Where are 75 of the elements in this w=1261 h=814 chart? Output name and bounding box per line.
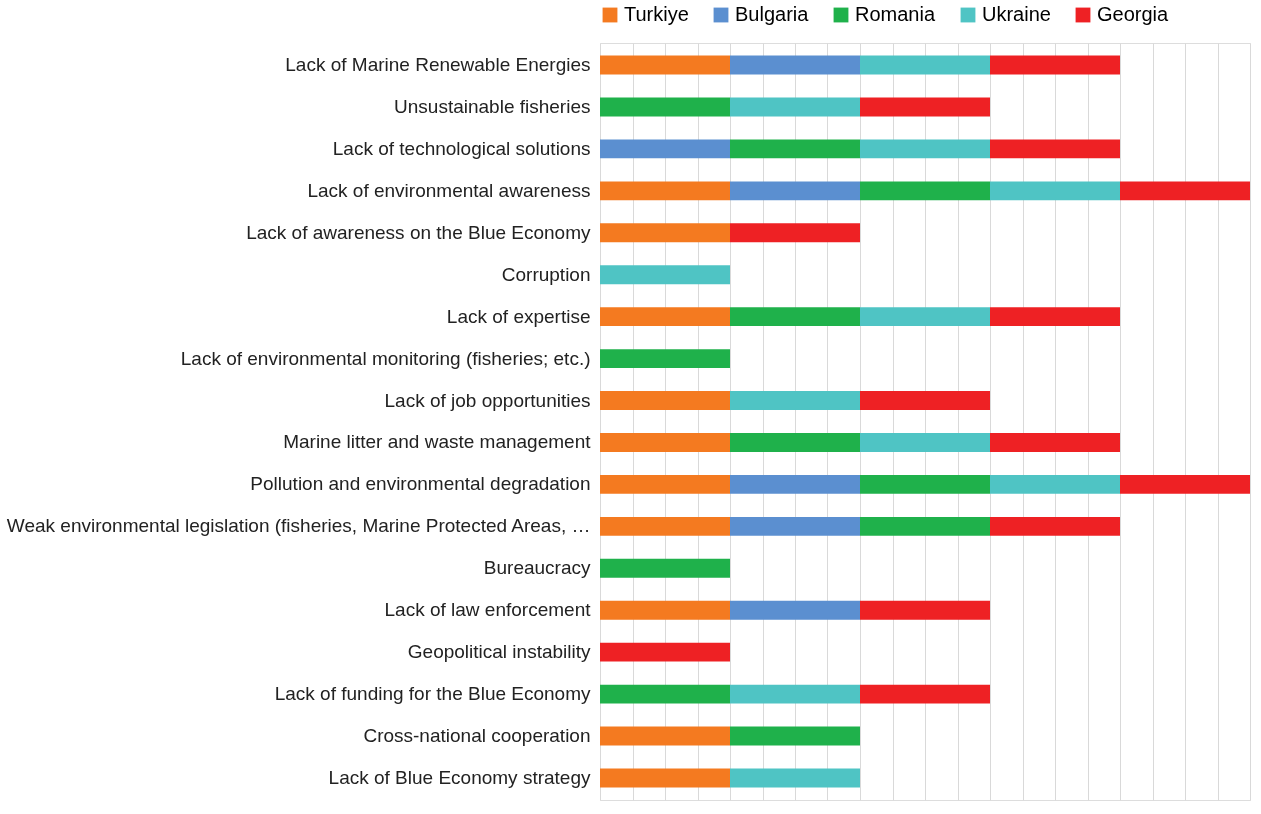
bar [730,391,860,410]
bar [990,139,1120,159]
legend-label: Ukraine [982,3,1051,25]
legend-label: Romania [855,3,936,25]
bar [600,307,730,327]
y-tick-label: Weak environmental legislation (fisheries, Marine Protected Areas, … [6,515,591,537]
bar [860,181,990,201]
y-tick-label: Lack of Marine Renewable Energies [285,54,591,76]
legend-label: Turkiye [624,3,689,25]
bar [600,265,730,285]
bar [730,474,860,494]
bar [730,726,860,746]
bar [600,97,730,117]
bar [860,433,990,452]
bar [990,307,1120,327]
y-tick-label: Marine litter and waste management [283,431,592,453]
bar [600,391,730,410]
bar [990,474,1120,494]
bar [860,600,990,620]
y-tick-label: Lack of funding for the Blue Economy [274,683,591,705]
bar [600,181,730,201]
bar [860,391,990,410]
bar [860,684,990,704]
bar [730,139,860,159]
bar [600,349,730,369]
y-tick-label: Lack of Blue Economy strategy [328,766,591,788]
bar [990,55,1120,75]
bar [860,55,990,75]
y-tick-label: Lack of environmental awareness [307,179,591,201]
bar [600,223,730,243]
bar [730,97,860,117]
bar [730,181,860,201]
bar [600,600,730,620]
legend-label: Bulgaria [735,3,810,25]
bar [600,558,730,578]
bar [600,726,730,746]
y-tick-label: Bureaucracy [483,557,591,579]
bar [600,642,730,662]
bar [1120,181,1250,201]
bar [860,474,990,494]
bar [600,139,730,159]
legend-label: Georgia [1097,3,1170,25]
y-tick-label: Lack of expertise [446,305,591,327]
y-tick-label: Unsustainable fisheries [394,95,591,117]
y-tick-label: Lack of technological solutions [332,137,591,159]
bar [990,433,1120,452]
bar [730,223,860,243]
y-tick-label: Lack of environmental monitoring (fisheries; etc.) [180,347,591,369]
y-tick-label: Pollution and environmental degradation [250,473,591,495]
y-tick-label: Geopolitical instability [407,641,591,663]
bar [600,55,730,75]
bar [730,433,860,452]
bar [600,474,730,494]
bar [600,768,730,788]
bar [600,684,730,704]
bar [990,516,1120,536]
y-tick-label: Corruption [501,263,591,285]
bar [730,307,860,327]
y-tick-label: Lack of job opportunities [384,389,591,411]
bar [600,516,730,536]
bar [600,433,730,452]
bar [730,55,860,75]
bar [1120,474,1250,494]
bar [730,516,860,536]
bar [860,97,990,117]
bar [730,768,860,788]
bar [860,139,990,159]
y-tick-label: Cross-national cooperation [363,725,591,747]
bar [990,181,1120,201]
bar [860,516,990,536]
y-tick-label: Lack of awareness on the Blue Economy [246,221,591,243]
bar [730,600,860,620]
y-tick-label: Lack of law enforcement [384,599,592,621]
bar [860,307,990,327]
bar [730,684,860,704]
